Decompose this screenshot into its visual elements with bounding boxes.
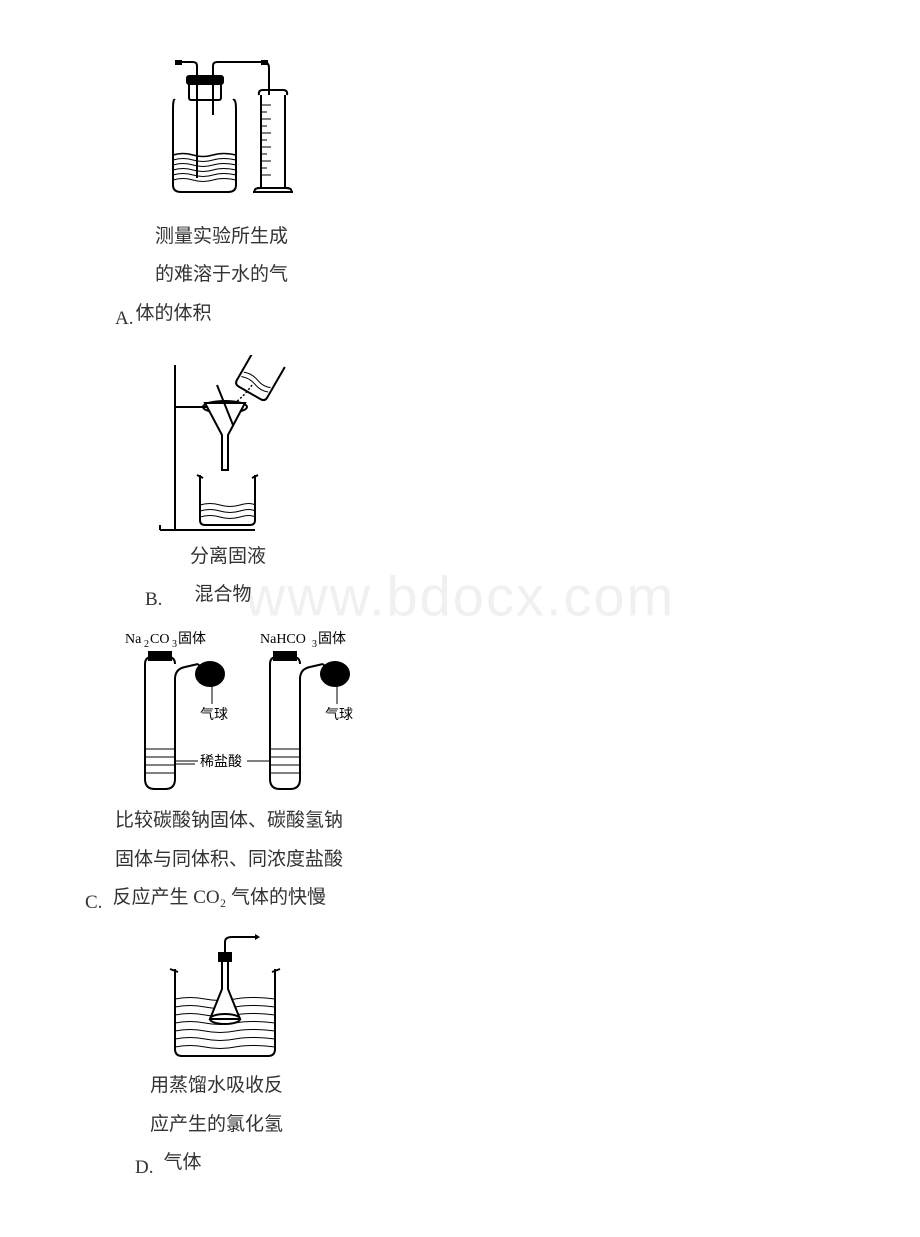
option-d-diagram [160, 934, 805, 1064]
svg-text:CO: CO [150, 632, 169, 647]
svg-text:2: 2 [144, 639, 149, 650]
option-a-caption-2: 的难溶于水的气 [155, 259, 805, 291]
option-c-diagram: Na 2 CO 3 固体 气球 [120, 629, 805, 799]
svg-text:稀盐酸: 稀盐酸 [200, 754, 242, 770]
svg-text:固体: 固体 [318, 631, 346, 647]
option-d-caption-1: 用蒸馏水吸收反 [150, 1070, 805, 1102]
option-d: 用蒸馏水吸收反 应产生的氯化氢 D. 气体 [115, 934, 805, 1179]
option-c-caption-3: 反应产生 CO₂ 气体的快慢 [112, 882, 326, 914]
option-a-diagram [163, 60, 805, 215]
svg-text:Na: Na [125, 632, 142, 647]
question-options: 测量实验所生成 的难溶于水的气 A. 体的体积 [0, 0, 920, 1237]
option-d-caption-2: 应产生的氯化氢 [150, 1109, 805, 1141]
svg-text:固体: 固体 [178, 631, 206, 647]
option-c-letter: C. [85, 892, 102, 914]
option-c-caption-1: 比较碳酸钠固体、碳酸氢钠 [115, 805, 805, 837]
option-b-caption-1: 分离固液 [190, 541, 805, 573]
option-a-caption-1: 测量实验所生成 [155, 221, 805, 253]
option-c-caption-2: 固体与同体积、同浓度盐酸 [115, 844, 805, 876]
option-b: 分离固液 B. 混合物 [115, 355, 805, 612]
svg-text:NaHCO: NaHCO [260, 632, 306, 647]
option-d-caption-3: 气体 [163, 1147, 201, 1179]
option-b-letter: B. [145, 589, 162, 611]
option-b-diagram [155, 355, 805, 535]
svg-text:3: 3 [312, 639, 317, 650]
option-a-caption-3: 体的体积 [135, 298, 211, 330]
svg-text:气球: 气球 [325, 707, 353, 723]
svg-text:3: 3 [172, 639, 177, 650]
option-d-letter: D. [135, 1157, 153, 1179]
option-a-letter: A. [115, 308, 133, 330]
svg-text:气球: 气球 [200, 707, 228, 723]
option-c: Na 2 CO 3 固体 气球 [115, 629, 805, 914]
option-a: 测量实验所生成 的难溶于水的气 A. 体的体积 [115, 60, 805, 330]
option-b-caption-2: 混合物 [194, 579, 251, 611]
